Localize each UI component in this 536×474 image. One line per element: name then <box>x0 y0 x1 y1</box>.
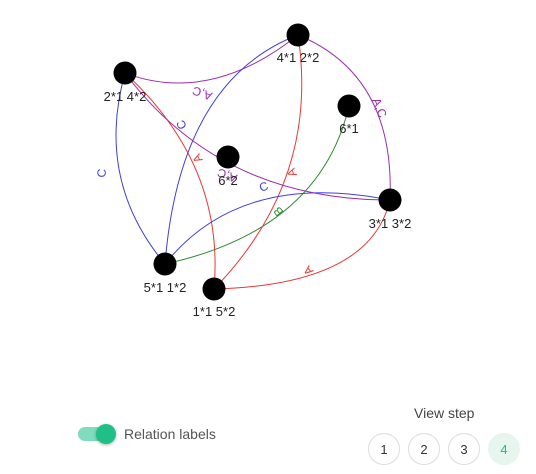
toggle-thumb[interactable] <box>96 424 116 444</box>
edge-a-c <box>124 72 391 201</box>
node-label: 3*1 3*2 <box>369 216 412 231</box>
toggle-label: Relation labels <box>124 426 216 442</box>
node-label: 5*1 1*2 <box>144 280 187 295</box>
graph-node[interactable] <box>202 277 226 301</box>
node-label: 6*2 <box>218 173 238 188</box>
graph-node[interactable] <box>286 23 310 47</box>
step-button-1[interactable]: 1 <box>368 433 400 465</box>
relation-labels-toggle-group: Relation labels <box>78 424 216 444</box>
edge-c <box>164 34 299 265</box>
edge-label: A <box>300 263 316 278</box>
graph-canvas: A,C A,C A C C B A C A A,C 4*1 2*2 2*1 4*… <box>94 23 412 319</box>
step-button-2[interactable]: 2 <box>408 433 440 465</box>
edge-label: A <box>284 166 300 178</box>
edge-a-c <box>124 34 299 84</box>
graph-node[interactable] <box>216 145 240 169</box>
edge-a <box>124 72 216 290</box>
edge-label: B <box>270 204 286 219</box>
edge-c <box>164 192 391 265</box>
edge-c <box>115 72 166 265</box>
node-label: 1*1 5*2 <box>193 304 236 319</box>
node-label: 2*1 4*2 <box>104 89 147 104</box>
node-label: 4*1 2*2 <box>277 50 320 65</box>
edge-label: C <box>94 168 109 179</box>
edge-label: A,C <box>369 96 390 120</box>
edge-label: C <box>173 118 189 132</box>
edge-a <box>213 199 391 290</box>
step-button-4[interactable]: 4 <box>488 433 520 465</box>
view-step-title: View step <box>414 405 475 421</box>
step-button-3[interactable]: 3 <box>448 433 480 465</box>
edge-a-c <box>297 34 391 201</box>
node-label: 6*1 <box>339 121 359 136</box>
graph-node[interactable] <box>378 188 402 212</box>
edge-label: A <box>190 152 206 166</box>
graph-node[interactable] <box>153 252 177 276</box>
relation-labels-toggle[interactable] <box>78 424 116 444</box>
step-selector: 1 2 3 4 <box>368 433 520 465</box>
graph-node[interactable] <box>337 94 361 118</box>
edge-b <box>164 105 350 265</box>
edge-label: A,C <box>190 83 214 103</box>
graph-node[interactable] <box>113 61 137 85</box>
edge-a <box>213 34 303 290</box>
edge-label: A,C <box>215 165 239 185</box>
